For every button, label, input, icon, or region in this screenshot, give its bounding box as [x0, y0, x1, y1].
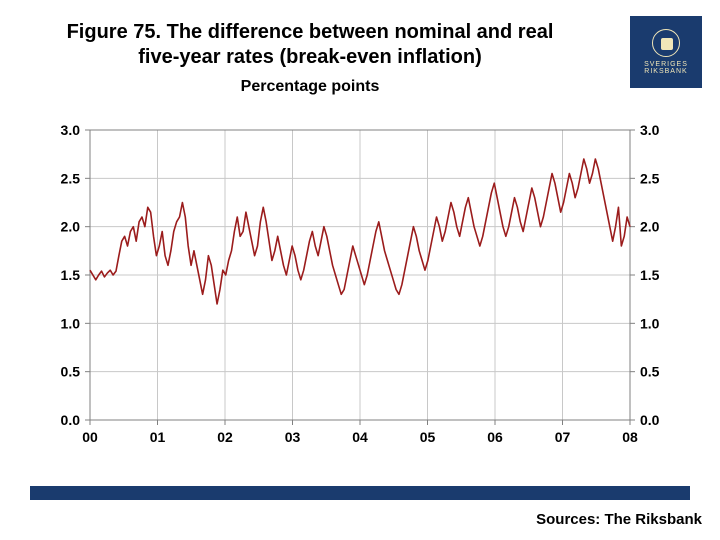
y-tick-left: 3.0 — [61, 122, 81, 138]
figure-title: Figure 75. The difference between nomina… — [30, 20, 590, 70]
x-tick: 02 — [217, 429, 233, 445]
y-tick-left: 2.5 — [61, 170, 81, 186]
title-line-1: Figure 75. The difference between nomina… — [67, 21, 554, 43]
x-tick: 08 — [622, 429, 638, 445]
logo-text-2: RIKSBANK — [644, 68, 687, 75]
y-tick-left: 1.5 — [61, 267, 81, 283]
logo-text-1: SVERIGES — [644, 61, 688, 68]
sources-label: Sources: The Riksbank — [536, 511, 702, 528]
x-tick: 01 — [150, 429, 166, 445]
chart: 0.0 0.0 0.5 0.5 1.0 1.0 1.5 1.5 2.0 2.0 2.5 2.5 3.0 3… — [40, 120, 680, 460]
y-tick-right: 2.0 — [640, 219, 660, 235]
x-tick: 06 — [487, 429, 503, 445]
title-block: Figure 75. The difference between nomina… — [30, 20, 590, 96]
x-tick: 05 — [420, 429, 436, 445]
chart-svg: 0.0 0.0 0.5 0.5 1.0 1.0 1.5 1.5 2.0 2.0 2.5 2.5 3.0 3… — [40, 120, 680, 460]
y-tick-right: 2.5 — [640, 170, 660, 186]
y-tick-right: 3.0 — [640, 122, 660, 138]
crest-icon — [652, 29, 680, 57]
y-tick-left: 2.0 — [61, 219, 81, 235]
footer-bar — [30, 486, 690, 500]
y-tick-left: 0.5 — [61, 364, 81, 380]
y-tick-right: 1.0 — [640, 315, 660, 331]
x-tick: 04 — [352, 429, 368, 445]
y-tick-right: 0.5 — [640, 364, 660, 380]
x-tick: 00 — [82, 429, 98, 445]
y-tick-left: 1.0 — [61, 315, 81, 331]
x-tick: 07 — [555, 429, 571, 445]
title-line-2: five-year rates (break-even inflation) — [138, 46, 481, 68]
y-tick-right: 1.5 — [640, 267, 660, 283]
y-tick-right: 0.0 — [640, 412, 660, 428]
riksbank-logo: SVERIGES RIKSBANK — [630, 16, 702, 88]
figure-subtitle: Percentage points — [30, 78, 590, 96]
y-tick-left: 0.0 — [61, 412, 81, 428]
x-tick: 03 — [285, 429, 301, 445]
